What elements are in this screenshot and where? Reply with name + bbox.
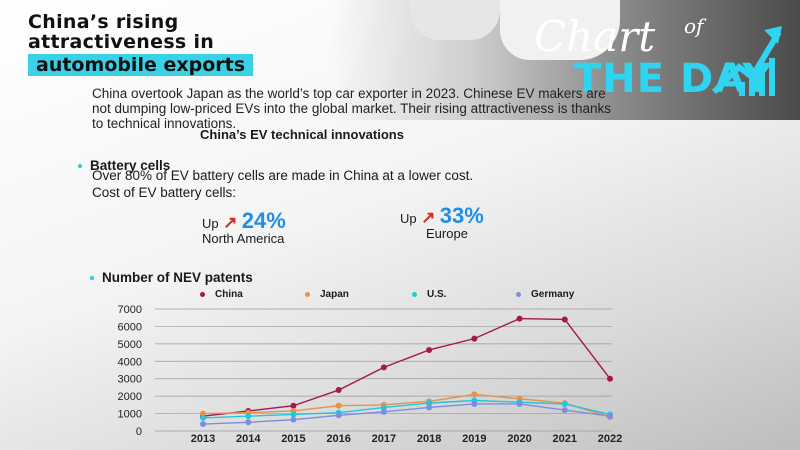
car-image: [410, 0, 500, 40]
legend-label: Germany: [531, 289, 575, 300]
data-point: [561, 400, 568, 407]
chart-title: Number of NEV patents: [90, 270, 253, 285]
data-point: [516, 315, 523, 322]
title-line-1: China’s rising: [28, 11, 179, 33]
data-point: [245, 413, 252, 420]
x-tick-label: 2014: [236, 433, 261, 445]
stat-percent: 33%: [439, 203, 484, 228]
up-arrow-icon: ↗: [223, 213, 238, 232]
x-tick-label: 2020: [507, 433, 531, 445]
x-tick-label: 2018: [417, 433, 441, 445]
stat-north-america: Up ↗ 24% North America: [202, 208, 286, 246]
data-point: [516, 400, 523, 407]
x-tick-label: 2013: [191, 433, 215, 445]
data-point: [607, 413, 613, 420]
series-line-germany: [202, 403, 611, 425]
legend-label: U.S.: [427, 289, 447, 300]
data-point: [290, 416, 297, 423]
battery-line-2: Cost of EV battery cells:: [92, 185, 237, 200]
data-point: [380, 408, 387, 415]
x-tick-label: 2021: [553, 433, 577, 445]
y-tick-label: 3000: [118, 374, 142, 386]
data-point: [335, 402, 342, 409]
legend-japan: Japan: [305, 289, 349, 300]
x-tick-label: 2019: [462, 433, 486, 445]
data-point: [380, 364, 387, 371]
legend-marker: [412, 291, 417, 297]
y-tick-label: 6000: [118, 321, 142, 333]
stat-percent: 24%: [241, 208, 286, 233]
stat-region: Europe: [426, 226, 468, 241]
data-point: [471, 400, 478, 407]
battery-heading-text: Battery cells: [90, 158, 171, 173]
battery-heading: Battery cells: [78, 158, 170, 173]
stat-europe: Up ↗ 33% Europe: [400, 203, 484, 241]
x-tick-label: 2022: [598, 433, 622, 445]
data-point: [335, 387, 342, 394]
title-line-2: attractiveness in: [28, 31, 215, 53]
y-tick-label: 7000: [118, 304, 142, 316]
x-tick-label: 2016: [326, 433, 350, 445]
legend-marker: [305, 291, 310, 297]
stat-up-label: Up: [400, 211, 417, 226]
y-tick-label: 5000: [118, 339, 142, 351]
x-tick-label: 2015: [281, 433, 305, 445]
data-point: [335, 412, 342, 419]
section-subheading: China’s EV technical innovations: [200, 127, 404, 142]
title-highlight: automobile exports: [28, 54, 254, 76]
bullet-icon: [90, 276, 94, 281]
chart-of-the-day-logo: Chart of THE DAY: [534, 12, 784, 102]
series-line-china: [202, 317, 611, 417]
logo-chart-text: Chart: [534, 12, 656, 61]
legend-label: Japan: [320, 289, 349, 300]
stat-up-label: Up: [202, 216, 219, 231]
battery-line-1: Over 80% of EV battery cells are made in…: [92, 168, 474, 183]
legend-germany: Germany: [516, 289, 574, 300]
legend-marker: [200, 291, 205, 297]
series-line-us: [202, 399, 611, 419]
y-tick-label: 1000: [118, 409, 142, 421]
legend-china: China: [200, 289, 243, 300]
data-point: [607, 375, 613, 382]
legend-label: China: [215, 289, 243, 300]
page-title: China’s rising attractiveness in automob…: [28, 11, 254, 76]
y-tick-label: 4000: [118, 356, 142, 368]
data-point: [426, 400, 433, 407]
legend-marker: [516, 291, 521, 297]
data-point: [380, 404, 387, 411]
data-point: [561, 407, 568, 414]
data-point: [471, 335, 478, 342]
x-tick-label: 2017: [372, 433, 396, 445]
battery-text: Over 80% of EV battery cells are made in…: [92, 167, 473, 201]
data-point: [200, 421, 206, 428]
data-point: [200, 410, 206, 417]
data-point: [290, 411, 297, 418]
header-photo: [330, 0, 800, 120]
y-tick-label: 2000: [118, 391, 142, 403]
trend-arrow-icon: [711, 26, 782, 96]
stat-region: North America: [202, 231, 285, 246]
y-tick-label: 0: [136, 426, 142, 438]
chart-title-text: Number of NEV patents: [102, 270, 253, 285]
intro-text: China overtook Japan as the world’s top …: [92, 86, 611, 131]
data-point: [426, 404, 433, 411]
up-arrow-icon: ↗: [421, 208, 436, 227]
data-point: [200, 414, 206, 421]
data-point: [245, 419, 252, 426]
data-point: [471, 391, 478, 398]
bullet-icon: [78, 164, 82, 169]
car-image: [500, 0, 620, 60]
data-point: [290, 402, 297, 409]
logo-of-text: of: [684, 14, 704, 38]
data-point: [426, 346, 433, 353]
data-point: [561, 316, 568, 323]
series-line-japan: [202, 393, 611, 418]
legend-us: U.S.: [412, 289, 446, 300]
